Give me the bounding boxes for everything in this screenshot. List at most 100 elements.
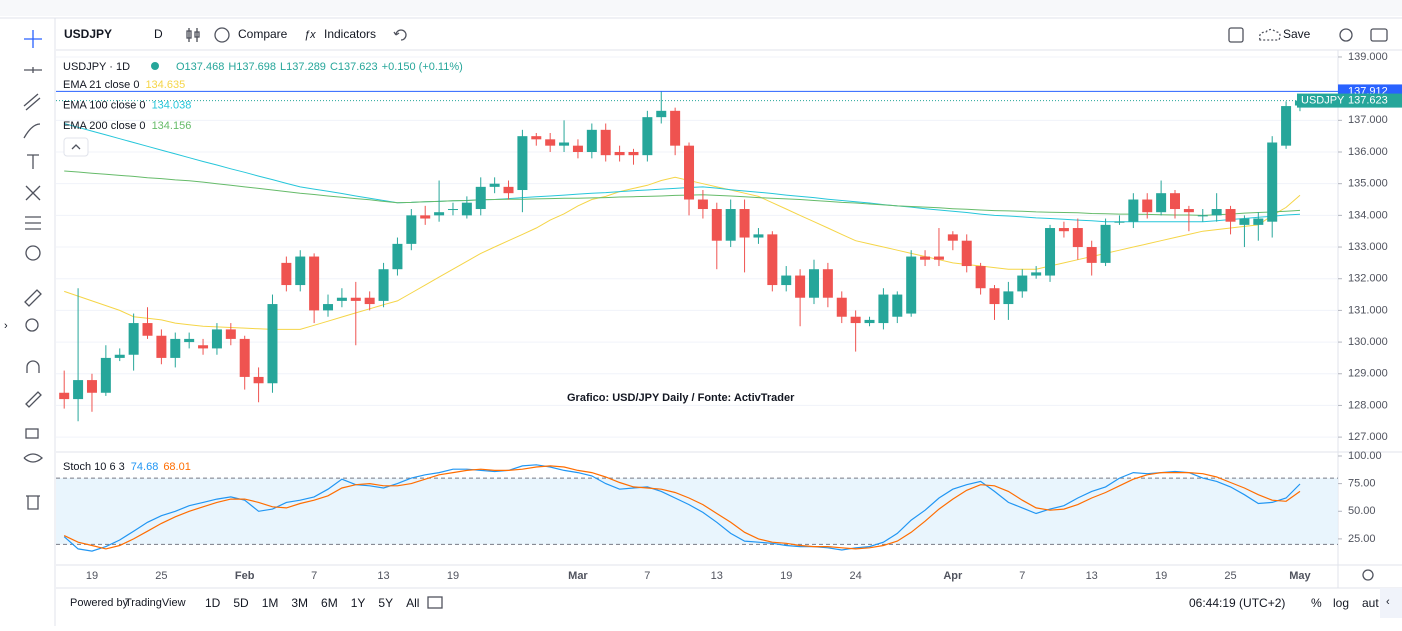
save-button[interactable]: Save	[1283, 27, 1311, 41]
candle-body	[614, 152, 625, 156]
collapse-legend-button[interactable]	[63, 137, 89, 157]
range-button[interactable]: 5Y	[378, 596, 393, 610]
powered-by: Powered by	[70, 597, 129, 609]
log-toggle[interactable]: log	[1333, 596, 1349, 610]
ohlc-legend: C137.623	[330, 61, 378, 73]
x-tick-label: May	[1289, 570, 1311, 582]
candle-body	[572, 145, 583, 153]
settings-icon[interactable]	[1339, 28, 1353, 42]
candle-body	[100, 357, 111, 393]
auto-toggle[interactable]: aut	[1362, 596, 1379, 610]
clock: 06:44:19 (UTC+2)	[1189, 596, 1285, 610]
x-tick-label: 19	[780, 570, 792, 582]
candle-body	[336, 297, 347, 301]
x-tick-label: 25	[1224, 570, 1236, 582]
candle-body	[892, 294, 903, 317]
candle-body	[434, 212, 445, 216]
candle-body	[184, 338, 195, 343]
candle-body	[600, 129, 611, 156]
x-tick-label: 19	[86, 570, 98, 582]
scroll-button[interactable]	[1380, 588, 1402, 618]
candle-body	[1239, 218, 1250, 225]
header-strip	[0, 0, 1402, 16]
range-button[interactable]: 3M	[291, 596, 308, 610]
range-button[interactable]: 5D	[233, 596, 249, 610]
legend-name: EMA 21 close 0	[63, 79, 139, 91]
candle-body	[59, 392, 70, 400]
candle-body	[1281, 106, 1292, 146]
candle-body	[142, 323, 153, 336]
candle-body	[1031, 272, 1042, 276]
candle-body	[642, 117, 653, 156]
axis-settings-icon[interactable]	[1362, 569, 1374, 581]
x-tick-label: 19	[1155, 570, 1167, 582]
candle-body	[392, 243, 403, 270]
candle-body	[864, 319, 875, 324]
candle-body	[86, 380, 97, 393]
candle-body	[461, 202, 472, 216]
candle-body	[295, 256, 306, 286]
collapse-icon	[71, 144, 81, 150]
range-button[interactable]: 1M	[262, 596, 279, 610]
candle-body	[1267, 142, 1278, 222]
series-line	[64, 123, 1301, 223]
compare-button[interactable]: Compare	[238, 27, 288, 41]
y-tick-label: 133.000	[1348, 241, 1388, 253]
chart-type-icon[interactable]	[186, 28, 200, 42]
indicators-icon[interactable]: ƒx	[304, 29, 316, 41]
annotation: Grafico: USD/JPY Daily / Fonte: ActivTra…	[567, 392, 795, 404]
range-button[interactable]: 1D	[205, 596, 221, 610]
range-button[interactable]: 1Y	[351, 596, 366, 610]
candle-body	[73, 380, 84, 400]
y-tick-label: 100.00	[1348, 450, 1382, 462]
y-tick-label: 132.000	[1348, 273, 1388, 285]
last-price-value: 137.623	[1348, 94, 1388, 106]
percent-toggle[interactable]: %	[1311, 596, 1322, 610]
tradingview-link[interactable]: TradingView	[125, 597, 186, 609]
candle-body	[559, 142, 570, 146]
candle-body	[711, 209, 722, 241]
candle-body	[253, 376, 264, 384]
candle-body	[225, 329, 236, 339]
candle-body	[781, 275, 792, 286]
sidebar-toggle[interactable]: ›	[4, 320, 8, 332]
candle-body	[114, 354, 125, 358]
candle-body	[364, 297, 375, 305]
candle-body	[878, 294, 889, 324]
legend-name: EMA 100 close 0	[63, 99, 146, 111]
cloud-icon[interactable]	[1258, 28, 1281, 41]
candle-body	[350, 297, 361, 301]
ohlc-legend: H137.698	[228, 61, 276, 73]
compare-icon[interactable]	[214, 27, 230, 43]
candle-body	[1183, 209, 1194, 213]
layout-icon[interactable]	[1228, 27, 1244, 43]
stoch-band	[56, 478, 1338, 545]
y-tick-label: 131.000	[1348, 304, 1388, 316]
range-button[interactable]: All	[406, 596, 419, 610]
goto-date-icon[interactable]	[427, 596, 443, 609]
indicators-button[interactable]: Indicators	[324, 27, 376, 41]
snapshot-icon[interactable]	[1370, 28, 1388, 42]
y-tick-label: 128.000	[1348, 399, 1388, 411]
candle-body	[656, 110, 667, 118]
drawing-tools[interactable]	[23, 30, 43, 510]
candle-body	[281, 262, 292, 286]
candle-body	[1003, 291, 1014, 305]
legend-value: 134.156	[152, 120, 192, 132]
undo-icon[interactable]	[393, 29, 407, 41]
last-price-tag	[1297, 93, 1402, 108]
candle-body	[1017, 275, 1028, 292]
y-tick-label: 25.00	[1348, 533, 1376, 545]
x-tick-label: 7	[644, 570, 650, 582]
y-tick-label: 137.000	[1348, 114, 1388, 126]
symbol-button[interactable]: USDJPY	[64, 27, 112, 41]
candle-body	[1128, 199, 1139, 222]
interval-button[interactable]: D	[154, 27, 163, 41]
candle-body	[947, 234, 958, 241]
ohlc-legend: +0.150 (+0.11%)	[382, 61, 463, 73]
y-tick-label: 75.00	[1348, 478, 1376, 490]
candle-body	[850, 316, 861, 324]
x-tick-label: Mar	[568, 570, 588, 582]
range-button[interactable]: 6M	[321, 596, 338, 610]
x-tick-label: 7	[311, 570, 317, 582]
